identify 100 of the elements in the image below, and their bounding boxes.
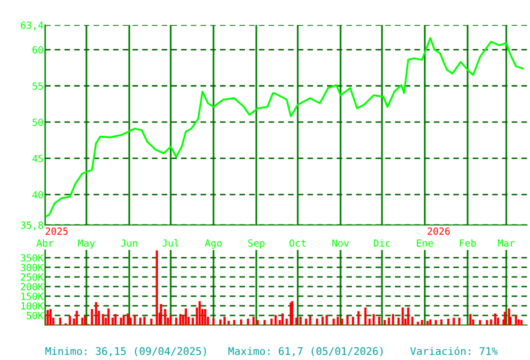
x-tick-label: Sep [248,239,264,249]
bar [352,316,354,325]
bar [378,316,380,325]
bar [402,308,404,325]
bar [478,320,482,325]
x-tick-label: Ago [204,239,222,249]
bar [90,309,94,325]
bar [204,309,206,325]
bar [107,308,110,325]
bar [295,318,298,325]
text: 2025 [46,227,68,235]
bar [219,319,222,325]
bar [494,313,496,325]
bar [102,314,104,325]
text: 2026 [428,227,450,235]
bar [192,318,194,325]
bar [388,318,390,325]
bar [316,318,318,325]
bar [150,318,152,325]
bar [357,311,360,325]
text: Minimo: 36,15 (09/04/2025) [45,346,206,356]
bar [447,318,450,325]
bar [429,319,432,325]
bar [469,314,472,325]
bar [496,318,500,325]
y-tick-label: 40 [32,191,43,198]
bar [368,318,371,325]
y-tick-label: 50 [32,118,43,126]
bar [122,316,125,325]
bar [76,310,78,325]
y-tick-label: 63,4 [20,22,44,30]
bar [263,320,266,325]
bar [256,320,259,325]
x-tick-label: Jun [120,240,138,247]
bar [184,308,187,325]
bar [252,316,255,325]
bar [233,320,236,325]
bar [372,314,375,325]
bar [397,318,400,325]
bar [520,320,523,325]
y-tick-label: 100K [21,302,44,310]
x-tick-label: Abr [36,239,54,247]
bar [407,308,410,325]
bar [518,319,520,325]
bar [49,309,52,325]
bar [384,320,386,325]
bar [160,304,162,325]
y-tick-label: 50K [26,312,44,320]
bar [198,301,201,325]
x-tick-label: May [78,240,95,249]
y-tick-label: 250K [20,273,44,281]
bar [270,318,273,325]
bar [175,318,178,325]
bar [84,316,86,325]
bar [504,312,506,325]
bar [434,320,437,325]
bar [139,318,142,325]
bar [112,318,114,325]
x-tick-label: Nov [332,240,349,247]
x-tick-label: Feb [460,239,476,247]
bar [59,318,62,325]
y-tick-label: 200K [20,283,44,290]
bar [420,320,424,325]
x-tick-label: Oct [290,239,306,247]
bar [392,314,394,325]
bar [411,316,414,325]
y-tick-label: 60 [32,46,43,54]
bar [440,319,442,325]
bar [212,318,215,325]
text: Variación: 71% [410,346,498,356]
x-tick-label: Mar [498,240,515,247]
bar [228,320,230,325]
x-tick-label: Jul [162,239,179,247]
y-tick-label: 45 [32,154,43,162]
y-tick-label: 300K [20,264,44,272]
y-tick-label: 350K [20,254,44,262]
bar [326,315,328,325]
x-tick-label: Dic [374,239,390,247]
bar [179,314,182,325]
bar [340,318,344,325]
bar [416,322,419,325]
bar [223,316,226,325]
bar [336,316,339,325]
bar [130,318,132,325]
bar [281,313,284,325]
x-tick-label: Ene [416,240,434,247]
bar [126,313,129,325]
bar [134,315,136,325]
bar [490,319,492,325]
bar [452,318,455,325]
bar [458,318,460,325]
bar [321,316,324,325]
bar [143,316,146,325]
bar [120,318,122,325]
line-series [45,37,524,218]
y-tick-label: 55 [32,82,43,90]
y-tick-label: 35,8 [20,222,43,230]
bar [332,318,335,325]
bar [364,308,367,325]
bar [156,250,158,325]
